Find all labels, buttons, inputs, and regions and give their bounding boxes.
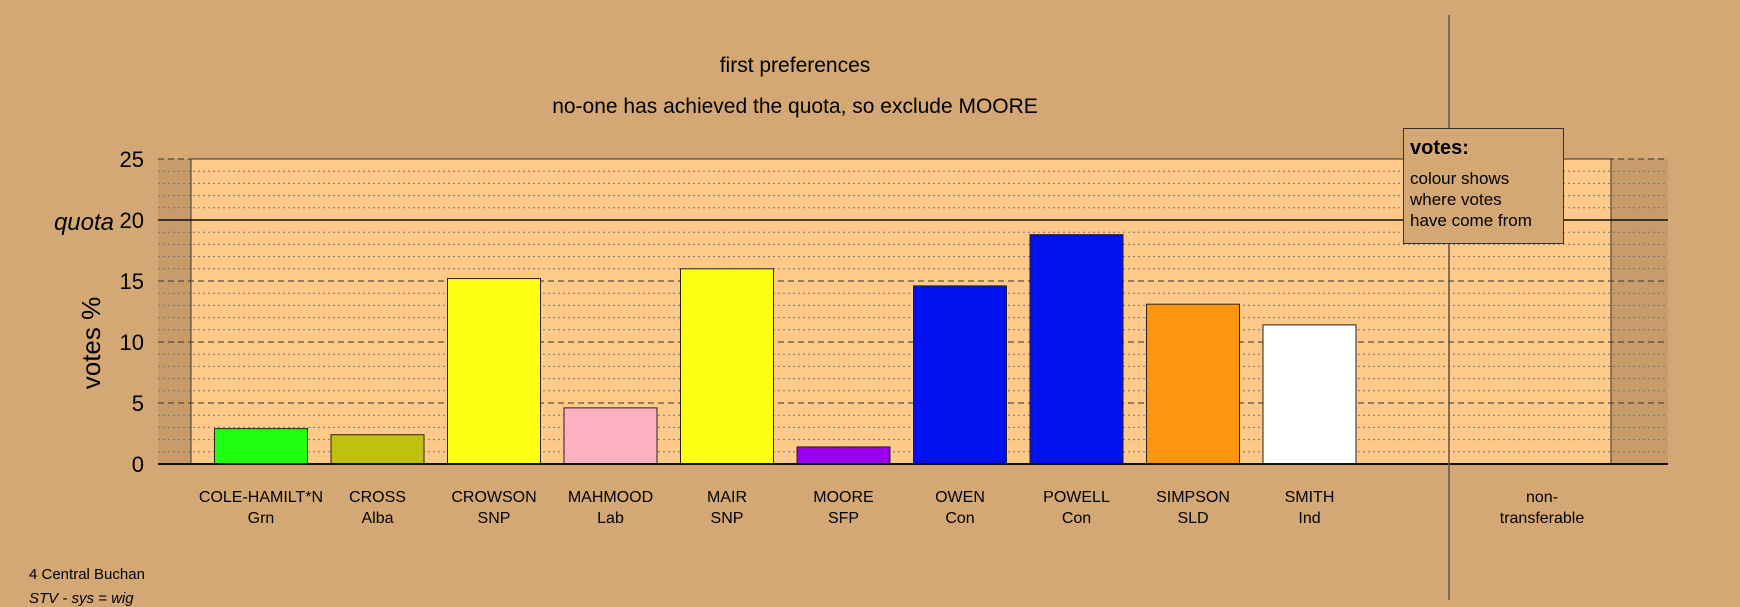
y-tick-label: 0 [132, 452, 144, 477]
bar-cole-hamilt-n [214, 428, 308, 465]
y-tick-label: 5 [132, 391, 144, 416]
y-tick-label: 10 [120, 330, 144, 355]
candidate-party-label: Grn [248, 510, 275, 527]
bar-owen [913, 285, 1007, 465]
candidate-party-label: SFP [828, 510, 859, 527]
y-axis-label: votes % [76, 297, 106, 390]
y-tick-label: 20 [120, 208, 144, 233]
footnote-system: STV - sys = wig [29, 590, 134, 607]
candidate-name-label: POWELL [1043, 489, 1110, 506]
candidate-name-label: CROSS [349, 489, 406, 506]
non-transferable-label: transferable [1500, 510, 1585, 527]
bar-cross [330, 434, 425, 465]
legend-box: votes: colour shows where votes have com… [1403, 128, 1564, 244]
candidate-name-label: COLE-HAMILT*N [199, 489, 323, 506]
candidate-party-label: Ind [1298, 510, 1320, 527]
y-tick-label: 15 [120, 269, 144, 294]
footnote-area: 4 Central Buchan [29, 566, 145, 583]
candidate-party-label: Con [945, 510, 974, 527]
legend-line-3: have come from [1410, 211, 1532, 230]
chart-subtitle: no-one has achieved the quota, so exclud… [552, 95, 1038, 118]
candidate-name-label: MAIR [707, 489, 747, 506]
bar-simpson [1146, 303, 1240, 465]
plot-panel [190, 158, 1612, 465]
candidate-name-label: MOORE [813, 489, 873, 506]
candidate-name-label: SIMPSON [1156, 489, 1230, 506]
candidate-name-label: SMITH [1285, 489, 1335, 506]
candidate-party-label: SNP [478, 510, 511, 527]
bar-mair [680, 268, 774, 465]
bar-mahmood [563, 407, 658, 465]
candidate-name-label: MAHMOOD [568, 489, 653, 506]
candidate-party-label: SNP [711, 510, 744, 527]
candidate-name-label: OWEN [935, 489, 985, 506]
bar-powell [1029, 234, 1124, 465]
candidate-party-label: Alba [361, 510, 393, 527]
candidate-name-label: CROWSON [451, 489, 536, 506]
non-transferable-label: non- [1526, 489, 1558, 506]
legend-title: votes: [1410, 137, 1469, 159]
bar-moore [796, 446, 891, 465]
candidate-party-label: Lab [597, 510, 624, 527]
legend-line-2: where votes [1410, 190, 1502, 209]
candidate-party-label: SLD [1177, 510, 1208, 527]
quota-label: quota [54, 209, 114, 236]
bar-crowson [447, 278, 541, 465]
legend-line-1: colour shows [1410, 169, 1510, 188]
y-tick-label: 25 [120, 147, 144, 172]
candidate-party-label: Con [1062, 510, 1091, 527]
chart-title: first preferences [720, 54, 871, 77]
bar-smith [1262, 324, 1357, 465]
